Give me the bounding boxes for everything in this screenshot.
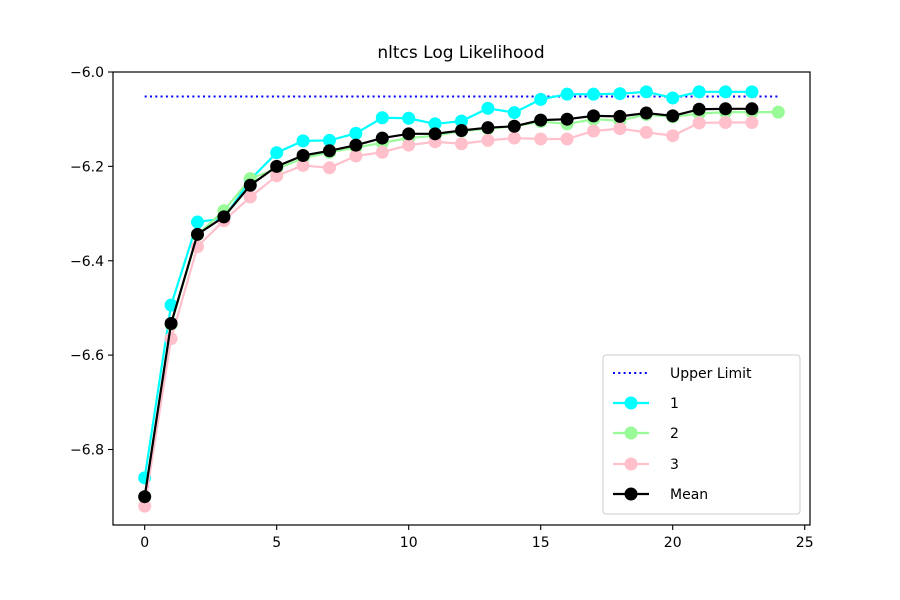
x-tick-label: 15 <box>532 535 550 551</box>
legend-label-1: 1 <box>670 396 679 412</box>
series-point-mean <box>428 127 442 141</box>
series-point-mean <box>560 112 574 126</box>
y-tick-label: −6.4 <box>70 254 104 270</box>
series-point-mean <box>455 124 468 138</box>
series-point-3 <box>639 125 653 139</box>
legend: Upper Limit 1 2 3 Mean <box>602 354 801 515</box>
series-point-3 <box>507 131 521 145</box>
series-point-1 <box>190 215 204 229</box>
legend-upper-limit-label: Upper Limit <box>670 366 752 382</box>
series-point-1 <box>666 91 680 105</box>
series-point-3 <box>455 137 468 151</box>
series-point-1 <box>349 126 363 140</box>
series-point-3 <box>270 169 284 183</box>
series-point-mean <box>190 227 204 241</box>
data-layer <box>138 85 785 513</box>
x-tick-label: 25 <box>796 535 814 551</box>
series-point-1 <box>745 85 759 99</box>
series-point-mean <box>692 102 706 116</box>
series-point-mean <box>375 131 389 145</box>
series-point-mean <box>639 106 653 120</box>
series-point-mean <box>243 178 257 192</box>
series-point-2 <box>771 105 785 119</box>
series-point-1 <box>719 85 733 99</box>
y-tick-label: −6.8 <box>70 443 104 459</box>
series-point-3 <box>481 133 495 147</box>
legend-label-2: 2 <box>670 426 679 442</box>
series-point-3 <box>375 145 389 159</box>
series-point-3 <box>666 129 680 143</box>
series-point-mean <box>138 490 152 504</box>
x-tick-label: 10 <box>400 535 418 551</box>
legend-swatch-marker-2 <box>624 426 638 440</box>
axes: 0 5 10 15 20 25 −6.8 −6.6 −6.4 −6.2 −6.0 <box>70 65 814 551</box>
series-point-3 <box>587 124 601 138</box>
series-point-mean <box>349 138 363 152</box>
series-point-mean <box>507 119 521 133</box>
series-point-mean <box>217 210 231 224</box>
x-tick-label: 0 <box>140 535 149 551</box>
series-point-mean <box>481 121 495 135</box>
legend-swatch-marker-mean <box>624 487 638 501</box>
series-point-mean <box>270 159 284 173</box>
series-point-3 <box>534 132 548 146</box>
legend-swatch-marker-1 <box>624 396 638 410</box>
series-point-mean <box>719 102 733 116</box>
series-point-3 <box>322 161 336 175</box>
legend-label-3: 3 <box>670 457 679 473</box>
series-point-mean <box>745 102 759 116</box>
chart-title: nltcs Log Likelihood <box>377 43 544 63</box>
series-point-1 <box>560 87 574 101</box>
series-point-mean <box>587 109 601 123</box>
series-point-3 <box>138 499 152 513</box>
series-point-1 <box>375 111 389 125</box>
x-tick-label: 5 <box>272 535 281 551</box>
series-point-1 <box>534 92 548 106</box>
series-point-1 <box>639 85 653 99</box>
plot-area <box>138 85 785 513</box>
series-point-3 <box>560 132 574 146</box>
series-point-1 <box>455 114 468 128</box>
legend-label-mean: Mean <box>670 487 708 503</box>
series-point-3 <box>719 115 733 129</box>
legend-swatch-marker-3 <box>624 457 638 471</box>
legend-box <box>602 354 801 515</box>
series-point-1 <box>692 85 706 99</box>
series-point-mean <box>322 144 336 158</box>
axes-frame <box>112 71 811 526</box>
series-point-1 <box>507 106 521 120</box>
series-point-mean <box>164 317 178 331</box>
series-point-3 <box>296 158 310 172</box>
series-point-mean <box>534 113 548 127</box>
series-point-1 <box>322 133 336 147</box>
y-tick-label: −6.6 <box>70 348 104 364</box>
series-point-1 <box>296 134 310 148</box>
series-point-3 <box>692 116 706 130</box>
series-point-3 <box>349 149 363 163</box>
series-point-1 <box>164 298 178 312</box>
series-point-mean <box>666 109 680 123</box>
x-tick-label: 20 <box>664 535 682 551</box>
series-point-3 <box>164 332 178 346</box>
series-point-1 <box>402 111 416 125</box>
series-point-3 <box>613 122 627 136</box>
series-point-3 <box>243 190 257 204</box>
series-point-1 <box>270 146 284 160</box>
y-tick-label: −6.0 <box>70 65 104 81</box>
series-point-1 <box>428 117 442 131</box>
series-point-1 <box>587 87 601 101</box>
series-point-3 <box>745 115 759 129</box>
y-tick-label: −6.2 <box>70 159 104 175</box>
series-point-1 <box>613 87 627 101</box>
series-point-3 <box>402 138 416 152</box>
series-point-mean <box>296 149 310 163</box>
series-point-1 <box>481 101 495 115</box>
series-point-mean <box>613 109 627 123</box>
series-point-mean <box>402 127 416 141</box>
